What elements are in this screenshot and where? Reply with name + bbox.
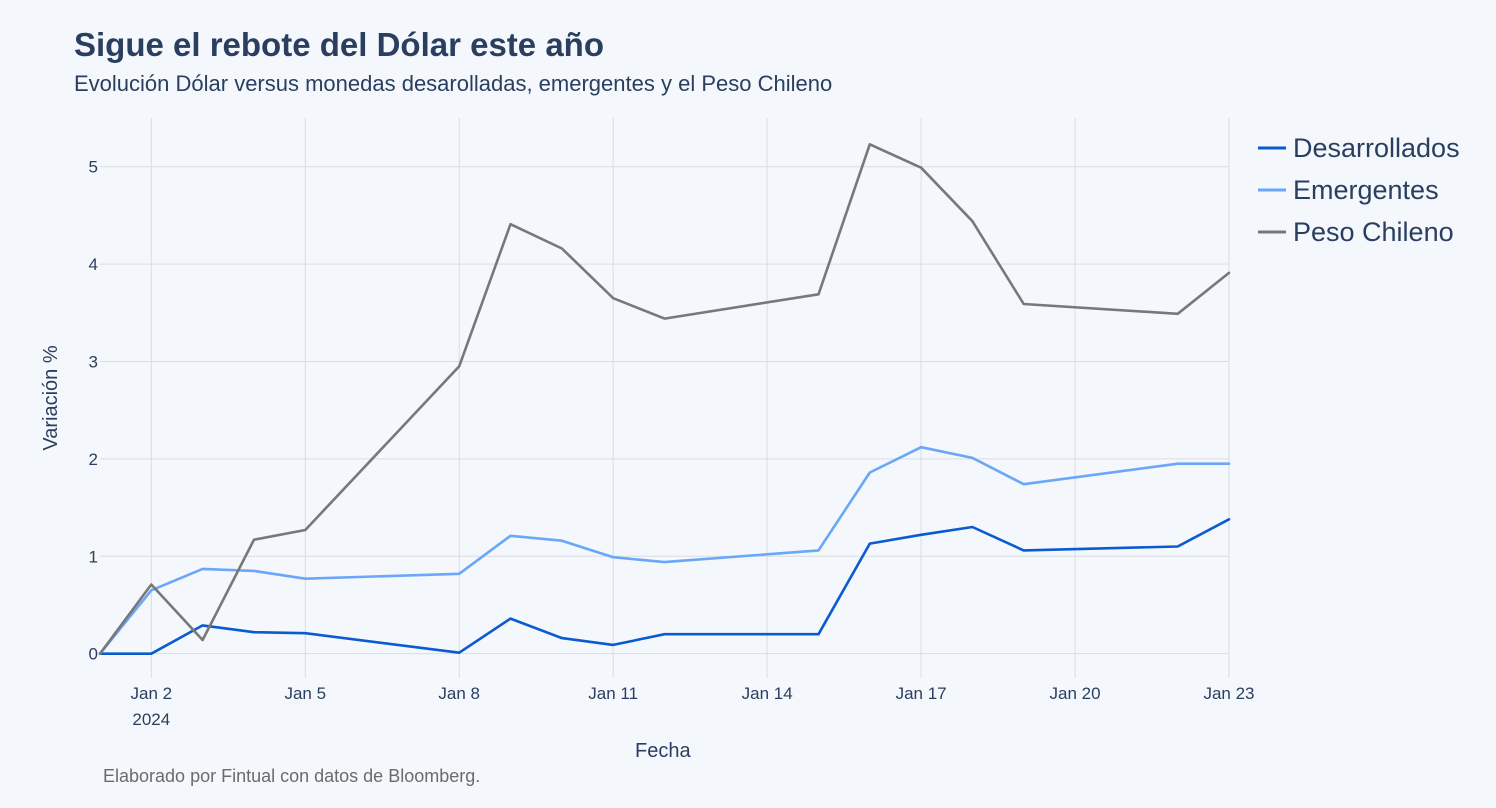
x-tick-label: Jan 5 bbox=[284, 684, 326, 703]
legend-label: Emergentes bbox=[1293, 175, 1439, 205]
legend-label: Peso Chileno bbox=[1293, 217, 1454, 247]
x-axis-label: Fecha bbox=[635, 740, 691, 762]
source-note: Elaborado por Fintual con datos de Bloom… bbox=[103, 766, 481, 786]
x-tick-label: Jan 23 bbox=[1203, 684, 1254, 703]
x-tick-sublabel: 2024 bbox=[132, 710, 170, 729]
x-tick-label: Jan 14 bbox=[742, 684, 793, 703]
y-tick-label: 0 bbox=[89, 645, 98, 664]
series-lines bbox=[98, 143, 1231, 656]
legend-label: Desarrollados bbox=[1293, 133, 1460, 163]
y-tick-label: 4 bbox=[89, 255, 98, 274]
x-tick-label: Jan 20 bbox=[1050, 684, 1101, 703]
y-tick-label: 1 bbox=[89, 547, 98, 566]
y-tick-label: 2 bbox=[89, 450, 98, 469]
series-line-emergentes bbox=[98, 445, 1231, 656]
series-line-desarrollados bbox=[98, 517, 1231, 656]
y-tick-label: 3 bbox=[89, 352, 98, 371]
grid bbox=[100, 118, 1230, 678]
y-tick-label: 5 bbox=[89, 158, 98, 177]
y-axis-label: Variación % bbox=[40, 345, 62, 450]
legend: Desarrollados Emergentes Peso Chileno bbox=[1258, 133, 1460, 247]
x-tick-label: Jan 17 bbox=[896, 684, 947, 703]
chart-subtitle: Evolución Dólar versus monedas desarolla… bbox=[74, 71, 833, 96]
series-line-peso-chileno bbox=[98, 143, 1231, 656]
x-axis-ticks: Jan 2 2024 Jan 5 Jan 8 Jan 11 Jan 14 Jan 17 Jan… bbox=[131, 684, 1255, 729]
x-tick-label: Jan 11 bbox=[588, 684, 638, 703]
y-axis-ticks: 0 1 2 3 4 5 bbox=[89, 158, 98, 664]
x-tick-label: Jan 2 bbox=[131, 684, 173, 703]
x-tick-label: Jan 8 bbox=[438, 684, 480, 703]
chart-title: Sigue el rebote del Dólar este año bbox=[74, 26, 604, 63]
